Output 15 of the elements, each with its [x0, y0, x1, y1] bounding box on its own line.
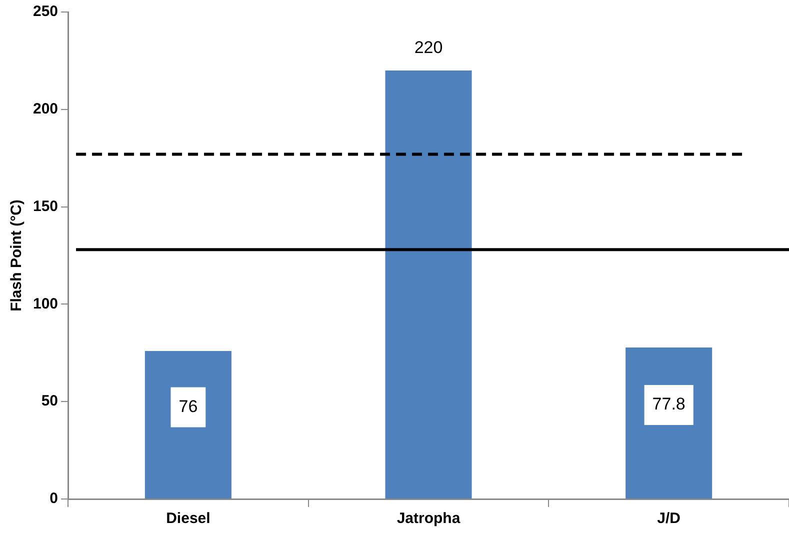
y-tick-label: 0 [50, 490, 58, 508]
data-label: 76 [178, 396, 198, 416]
y-tick-label: 100 [32, 295, 58, 312]
y-axis-title: Flash Point (°C) [8, 200, 26, 312]
x-tick-label: J/D [657, 510, 681, 528]
y-tick-label: 150 [32, 198, 58, 215]
x-tick-label: Diesel [166, 510, 210, 528]
y-tick-label: 50 [41, 392, 58, 410]
bar [385, 70, 472, 498]
data-label: 77.8 [652, 394, 686, 414]
y-tick-label: 200 [32, 100, 58, 118]
y-tick-label: 250 [32, 3, 58, 20]
x-tick-label: Jatropha [396, 510, 461, 528]
data-label: 220 [414, 38, 443, 58]
bar [144, 350, 232, 498]
